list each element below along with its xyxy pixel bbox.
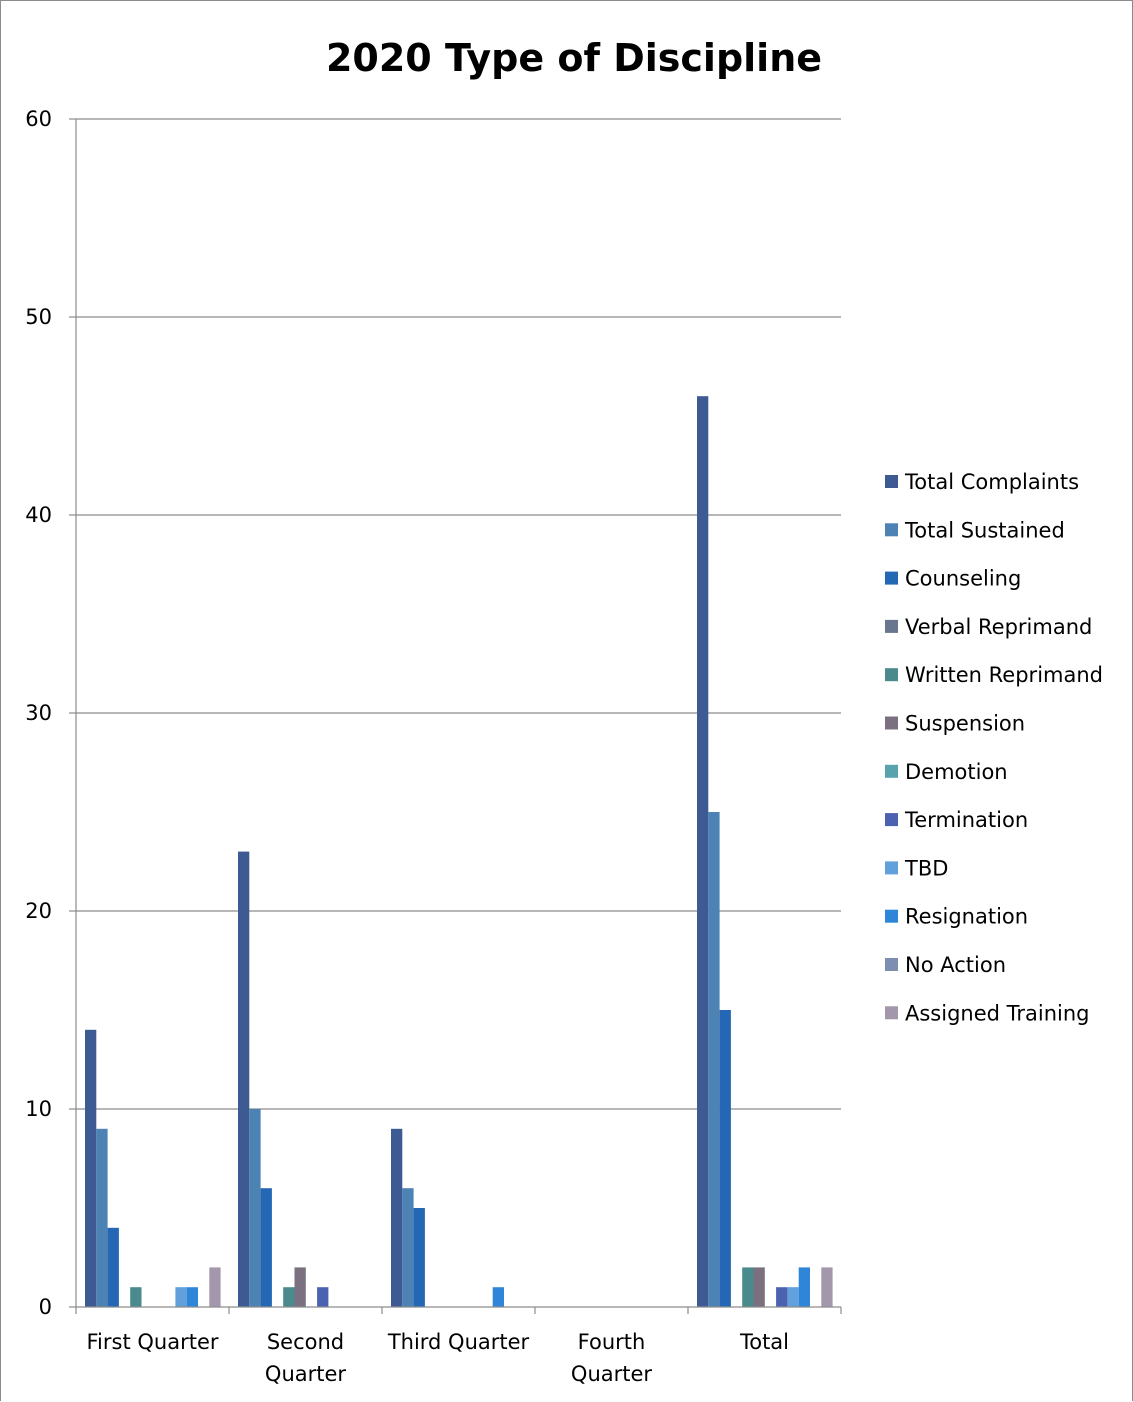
- legend-item: Assigned Training: [885, 1001, 1090, 1025]
- y-tick-label: 40: [25, 503, 52, 527]
- x-axis-ticks: First Quarter Second Quarter Third Quarter F…: [75, 1307, 842, 1386]
- bar: [186, 1287, 198, 1307]
- legend-item: Total Sustained: [885, 518, 1065, 542]
- legend-label: Verbal Reprimand: [905, 615, 1092, 639]
- bar: [317, 1287, 329, 1307]
- legend-label: Total Complaints: [904, 470, 1079, 494]
- legend-swatch: [885, 475, 898, 488]
- bar: [130, 1287, 142, 1307]
- x-tick-label: Quarter: [571, 1362, 652, 1386]
- legend-swatch: [885, 523, 898, 537]
- y-tick-label: 30: [25, 701, 52, 725]
- legend-swatch: [885, 668, 898, 682]
- legend-swatch: [885, 909, 898, 923]
- y-tick-label: 50: [25, 305, 52, 329]
- x-tick-label: Quarter: [265, 1362, 346, 1386]
- legend-item: Termination: [885, 808, 1028, 832]
- legend-label: No Action: [905, 953, 1006, 977]
- bar: [798, 1267, 810, 1307]
- legend-swatch: [885, 619, 898, 633]
- legend-swatch: [885, 571, 898, 585]
- legend-label: Total Sustained: [904, 518, 1065, 542]
- x-tick-label: Second: [267, 1330, 344, 1354]
- legend-swatch: [885, 813, 898, 827]
- bar: [107, 1227, 119, 1307]
- x-tick-label: Fourth: [578, 1330, 646, 1354]
- legend-swatch: [885, 716, 898, 730]
- gridlines: [76, 118, 841, 1110]
- legend-label: Suspension: [905, 712, 1025, 736]
- bar: [260, 1188, 272, 1307]
- legend-label: Demotion: [905, 760, 1008, 784]
- bar: [249, 1109, 261, 1307]
- bar: [708, 812, 720, 1307]
- bar: [413, 1208, 425, 1307]
- bar: [719, 1010, 731, 1307]
- legend-swatch: [885, 861, 898, 875]
- legend-label: Counseling: [905, 567, 1021, 591]
- bar: [96, 1128, 108, 1307]
- x-tick-label: First Quarter: [87, 1330, 219, 1354]
- legend-item: Counseling: [885, 567, 1021, 591]
- bar: [697, 396, 709, 1307]
- legend-item: Demotion: [885, 760, 1008, 784]
- legend-item: Verbal Reprimand: [885, 615, 1092, 639]
- legend-item: No Action: [885, 953, 1006, 977]
- bar: [402, 1188, 414, 1307]
- legend-swatch: [885, 764, 898, 778]
- y-axis-ticks: 0 10 20 30 40 50 60: [25, 107, 76, 1319]
- legend-swatch: [885, 1006, 898, 1020]
- legend-swatch: [885, 958, 898, 971]
- legend-item: Suspension: [885, 712, 1025, 736]
- legend-label: Assigned Training: [905, 1001, 1090, 1025]
- y-tick-label: 20: [25, 899, 52, 923]
- bar: [294, 1267, 306, 1307]
- legend-item: TBD: [885, 856, 948, 880]
- legend-label: Resignation: [905, 905, 1028, 929]
- bar: [238, 851, 250, 1307]
- legend-label: Termination: [904, 808, 1028, 832]
- bar: [283, 1287, 295, 1307]
- bar: [175, 1287, 187, 1307]
- bar: [391, 1128, 403, 1307]
- y-tick-label: 0: [39, 1295, 52, 1319]
- bar: [492, 1287, 504, 1307]
- bar: [753, 1267, 765, 1307]
- bar: [776, 1287, 788, 1307]
- y-tick-label: 10: [25, 1097, 52, 1121]
- axes: [75, 119, 841, 1308]
- y-tick-label: 60: [25, 107, 52, 131]
- x-tick-label: Total: [739, 1330, 789, 1354]
- bar: [821, 1267, 833, 1307]
- legend: Total Complaints Total Sustained Counselin…: [885, 470, 1103, 1025]
- bar: [742, 1267, 754, 1307]
- bar: [209, 1267, 221, 1307]
- bar: [787, 1287, 799, 1307]
- legend-item: Written Reprimand: [885, 663, 1103, 687]
- legend-label: TBD: [904, 856, 948, 880]
- bars: [85, 396, 833, 1307]
- legend-label: Written Reprimand: [905, 663, 1103, 687]
- legend-item: Total Complaints: [885, 470, 1079, 494]
- legend-item: Resignation: [885, 905, 1028, 929]
- chart-title: 2020 Type of Discipline: [326, 36, 822, 80]
- x-tick-label: Third Quarter: [387, 1330, 530, 1354]
- bar: [85, 1029, 97, 1307]
